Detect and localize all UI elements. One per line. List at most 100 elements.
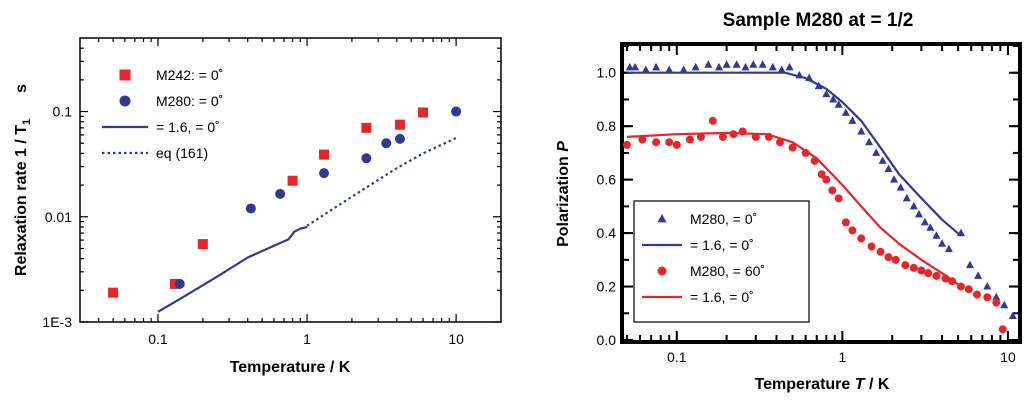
data-point (944, 244, 953, 253)
data-point (876, 247, 885, 256)
left-series (108, 106, 462, 313)
legend-label: eq (161) (156, 145, 208, 161)
data-point (972, 290, 981, 299)
right-chart-title: Sample M280 at = 1/2 (723, 10, 914, 31)
data-point (841, 108, 850, 116)
data-point (822, 175, 831, 184)
data-point (817, 170, 826, 179)
series (626, 131, 962, 288)
y-tick-label: 0.01 (45, 209, 72, 225)
legend-swatch-marker (119, 95, 131, 107)
data-point (708, 116, 717, 125)
data-point (732, 60, 741, 68)
data-point (909, 263, 918, 272)
data-point (361, 153, 372, 164)
data-point (841, 218, 850, 227)
data-point (631, 62, 640, 71)
data-point (992, 298, 1001, 307)
right-series (622, 60, 1017, 334)
legend-label: = 1.6, = 0˚ (690, 289, 754, 305)
data-point (625, 62, 634, 71)
data-point (884, 164, 893, 172)
data-point (418, 107, 429, 118)
data-point (394, 119, 405, 130)
legend-label: M242: = 0˚ (156, 67, 223, 83)
series (174, 106, 462, 289)
data-point (891, 255, 900, 264)
data-point (777, 65, 786, 74)
data-point (758, 60, 767, 68)
data-point (998, 325, 1007, 334)
legend-swatch-marker (657, 213, 667, 223)
data-point (901, 261, 910, 270)
data-point (1008, 311, 1017, 319)
legend-label: = 1.6, = 0˚ (156, 119, 220, 135)
data-point (672, 140, 681, 149)
data-point (768, 62, 777, 71)
data-point (715, 62, 724, 71)
left-plot-frame (79, 37, 502, 323)
left-y-axis-title-main: Relaxation rate 1 / T (13, 125, 30, 276)
y-tick-label: 0.8 (597, 118, 617, 134)
fit-curve (626, 131, 962, 288)
data-point (108, 287, 119, 298)
data-point (938, 239, 947, 247)
right-y-axis-title-var: P (555, 141, 572, 152)
fit-curve (157, 225, 308, 313)
data-point (704, 60, 713, 68)
left-legend: M242: = 0˚ M280: = 0˚ = 1.6, = 0˚ eq (161) (102, 67, 223, 161)
data-point (641, 65, 650, 74)
right-y-axis-title-plain: Polarization (555, 152, 572, 247)
data-point (785, 62, 794, 71)
legend-label: M280, = 60˚ (690, 263, 765, 279)
data-point (917, 266, 926, 275)
data-point (896, 183, 905, 191)
data-point (889, 175, 898, 183)
data-point (319, 168, 330, 179)
data-point (974, 271, 983, 279)
dotted-curve (306, 137, 457, 227)
left-y-axis-title-unit: s (13, 84, 30, 93)
series (306, 137, 457, 227)
right-x-axis-title: Temperature T / K (755, 376, 890, 393)
data-point (394, 133, 405, 144)
left-tick-labels: 0.1 1 10 1E-3 0.01 0.1 (42, 104, 464, 347)
data-point (275, 188, 286, 199)
data-point (741, 62, 750, 71)
right-y-axis-title: Polarization P (555, 141, 572, 247)
y-tick-label: 0.1 (53, 104, 73, 120)
chart-right: Sample M280 at = 1/2 0.1 1 100.00.20.40.60… (555, 10, 1022, 393)
data-point (638, 135, 647, 144)
data-point (867, 242, 876, 251)
data-point (829, 94, 838, 103)
data-point (902, 193, 911, 202)
data-point (174, 278, 185, 289)
data-point (665, 138, 674, 147)
right-tick-labels: 0.1 1 10 0.0 0.2 0.4 0.6 0.8 1.0 (597, 65, 1016, 365)
data-point (665, 65, 674, 74)
data-point (718, 132, 727, 141)
data-point (822, 89, 831, 98)
data-point (1000, 300, 1009, 309)
x-tick-label: 1 (303, 331, 311, 347)
data-point (685, 135, 694, 144)
data-point (287, 175, 298, 186)
data-point (966, 260, 975, 269)
data-point (834, 100, 843, 108)
legend-label: = 1.6, = 0˚ (690, 237, 754, 253)
data-point (857, 127, 866, 135)
x-tick-label: 0.1 (148, 331, 168, 347)
data-point (788, 143, 797, 152)
y-tick-label: 1E-3 (42, 314, 72, 330)
data-point (834, 194, 843, 203)
data-point (983, 282, 992, 290)
legend-label: M280: = 0˚ (156, 93, 223, 109)
data-point (197, 239, 208, 250)
left-y-axis-title-subscript: 1 (21, 119, 33, 125)
data-point (878, 156, 887, 164)
data-point (775, 138, 784, 147)
data-point (848, 116, 857, 124)
series (625, 60, 1017, 319)
data-point (319, 149, 330, 160)
